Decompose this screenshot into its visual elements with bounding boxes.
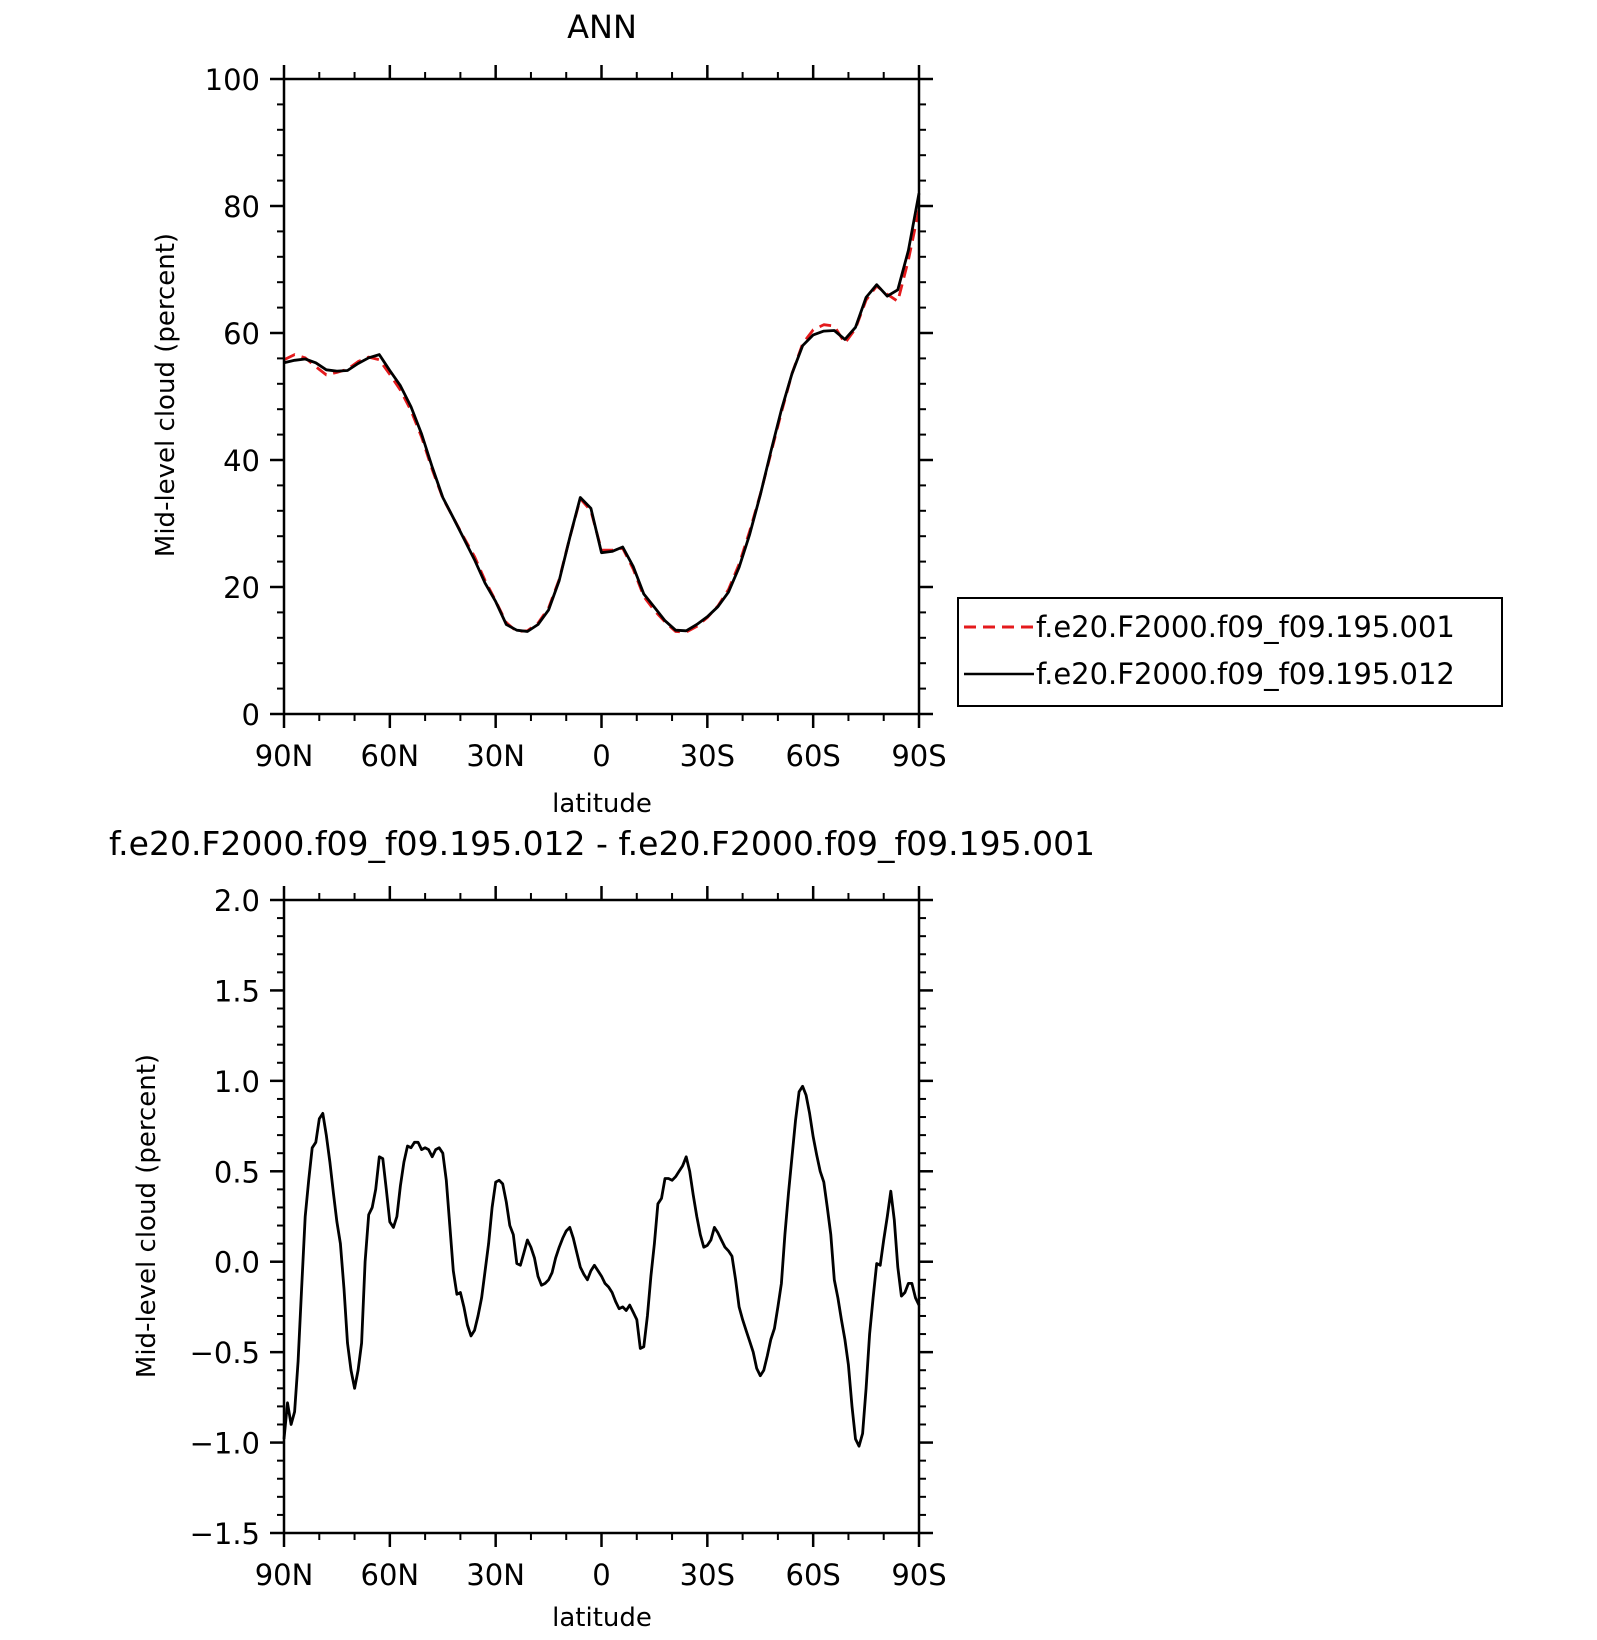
top-x-axis-label: latitude [552,789,652,819]
legend-label-012: f.e20.F2000.f09_f09.195.012 [1036,657,1455,691]
top-y-tick-label: 40 [223,444,260,478]
bottom-y-tick-label: 2.0 [214,884,260,918]
panel-bottom: f.e20.F2000.f09_f09.195.012 - f.e20.F200… [109,824,1095,1633]
bottom-x-axis-label: latitude [552,1603,652,1633]
top-x-tick-label: 0 [592,739,610,773]
top-series-line-0 [283,208,921,634]
bottom-x-tick-label: 60N [361,1558,420,1592]
top-x-tick-label: 30S [680,739,735,773]
top-y-tick-label: 20 [223,571,260,605]
top-y-tick-label: 80 [223,190,260,224]
top-axes: 0 20 40 60 80 100 90N 60N 30N 0 30S 60S 90S [205,63,947,773]
top-chart-title: ANN [567,8,637,46]
bottom-plot-frame [282,898,921,1535]
bottom-x-tick-label: 90N [255,1558,314,1592]
bottom-series-line-0 [282,1084,921,1448]
bottom-y-tick-label: −1.5 [190,1517,260,1551]
top-y-tick-label: 100 [205,63,260,97]
bottom-axes: −1.5 −1.0 −0.5 0.0 0.5 1.0 1.5 2.0 90N 60N 30N 0 30S… [190,884,947,1592]
bottom-x-tick-label: 0 [592,1558,610,1592]
bottom-chart-title: f.e20.F2000.f09_f09.195.012 - f.e20.F200… [109,824,1095,863]
top-y-tick-label: 0 [242,698,260,732]
panel-top: ANN Mid-level cloud (percent) latitude 0… [151,8,1503,819]
bottom-x-tick-label: 30N [466,1558,525,1592]
legend: f.e20.F2000.f09_f09.195.001 f.e20.F2000.… [957,597,1503,707]
bottom-series-group [282,1084,921,1448]
legend-label-001: f.e20.F2000.f09_f09.195.001 [1036,610,1455,644]
bottom-x-tick-label: 90S [891,1558,946,1592]
bottom-y-tick-label: 1.0 [214,1065,260,1099]
bottom-y-tick-label: −1.0 [190,1427,260,1461]
top-plot-frame [282,77,921,716]
top-x-tick-label: 30N [466,739,525,773]
bottom-y-tick-label: −0.5 [190,1336,260,1370]
bottom-y-tick-label: 0.0 [214,1246,260,1280]
top-x-tick-label: 90N [255,739,314,773]
top-series-line-1 [283,193,921,633]
bottom-y-tick-label: 1.5 [214,974,260,1008]
legend-box [957,597,1503,707]
top-x-tick-label: 60N [361,739,420,773]
top-series-group [283,193,921,634]
bottom-y-axis-label: Mid-level cloud (percent) [132,1054,162,1378]
top-x-tick-label: 90S [891,739,946,773]
top-x-tick-label: 60S [786,739,841,773]
bottom-x-tick-label: 30S [680,1558,735,1592]
top-y-tick-label: 60 [223,317,260,351]
bottom-x-tick-label: 60S [786,1558,841,1592]
top-y-axis-label: Mid-level cloud (percent) [151,233,181,557]
bottom-y-tick-label: 0.5 [214,1155,260,1189]
